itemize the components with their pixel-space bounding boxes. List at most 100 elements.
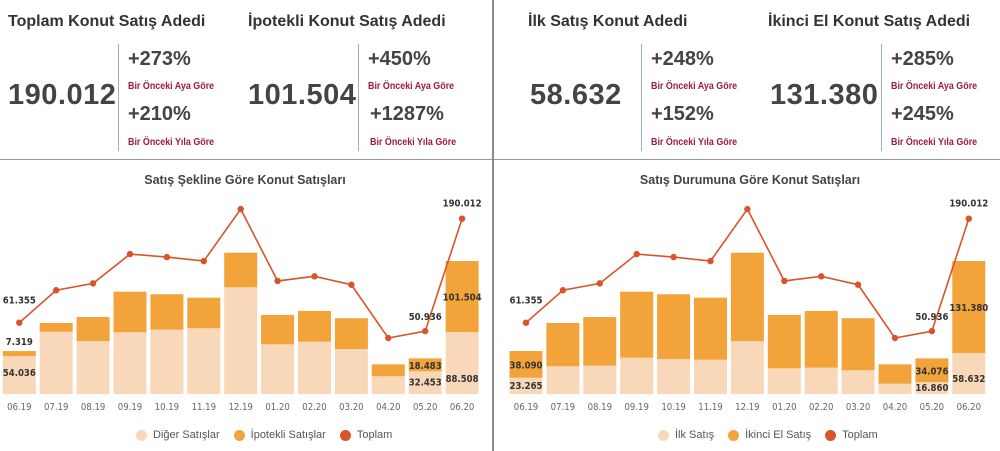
- bar-other-sales: [371, 376, 405, 394]
- data-label-bottom: 16.860: [915, 383, 948, 394]
- bar-mortgage-sales: [187, 297, 221, 329]
- kpi-mom-label: Bir Önceki Aya Göre: [891, 80, 978, 92]
- x-tick-label: 04.20: [376, 402, 400, 413]
- kpi-value: 101.504: [248, 79, 357, 111]
- x-tick-label: 02.20: [809, 402, 833, 413]
- kpi-separator: [358, 44, 359, 151]
- bar-mortgage-sales: [39, 322, 73, 332]
- kpi-mom-change: +248%: [651, 48, 714, 70]
- data-label-top: 18.483: [409, 361, 442, 372]
- kpi-title: İkinci El Konut Satış Adedi: [768, 13, 971, 30]
- legend-label[interactable]: Diğer Satışlar: [153, 429, 220, 441]
- legend-label[interactable]: Toplam: [842, 429, 878, 441]
- x-tick-label: 10.19: [661, 402, 685, 413]
- x-tick-label: 08.19: [588, 402, 612, 413]
- kpi-mom-label: Bir Önceki Aya Göre: [651, 80, 738, 92]
- bar-second-hand-sale: [657, 294, 691, 360]
- total-point: [559, 287, 567, 294]
- bar-mortgage-sales: [445, 261, 479, 333]
- total-point: [274, 277, 281, 285]
- x-tick-label: 07.19: [551, 402, 575, 413]
- legend-label[interactable]: İkinci El Satış: [745, 429, 812, 441]
- total-data-label: 50.936: [915, 312, 948, 323]
- bar-mortgage-sales: [261, 314, 295, 345]
- bar-other-sales: [187, 328, 221, 394]
- kpi-separator: [881, 44, 882, 151]
- kpi-yoy-label: Bir Önceki Yıla Göre: [651, 136, 738, 148]
- x-tick-label: 09.19: [624, 402, 648, 413]
- data-label-bottom: 54.036: [3, 368, 36, 379]
- x-tick-label: 07.19: [44, 402, 68, 413]
- legend-label[interactable]: Toplam: [356, 429, 393, 441]
- bar-first-sale: [878, 383, 912, 394]
- total-point: [348, 281, 355, 288]
- chart-title-sale-status: Satış Durumuna Göre Konut Satışları: [639, 173, 861, 187]
- total-point: [707, 257, 714, 265]
- x-tick-label: 11.19: [698, 402, 722, 413]
- kpi-title: İpotekli Konut Satış Adedi: [248, 13, 446, 30]
- data-label-top: 101.504: [443, 293, 482, 304]
- bar-mortgage-sales: [334, 318, 368, 350]
- total-point: [458, 215, 466, 222]
- kpi-separator: [641, 44, 642, 151]
- kpi-mom-label: Bir Önceki Aya Göre: [128, 80, 215, 92]
- x-tick-label: 12.19: [735, 402, 759, 413]
- total-point: [163, 253, 171, 261]
- total-point: [422, 327, 429, 335]
- x-tick-label: 01.20: [772, 402, 796, 413]
- legend-label[interactable]: İlk Satış: [675, 429, 715, 441]
- bar-second-hand-sale: [767, 314, 801, 369]
- bar-other-sales: [113, 332, 147, 394]
- kpi-value: 58.632: [530, 79, 622, 111]
- legend-label[interactable]: İpotekli Satışlar: [250, 429, 326, 441]
- bar-other-sales: [150, 329, 184, 394]
- kpi-mom-change: +285%: [891, 48, 954, 70]
- total-point: [965, 215, 972, 222]
- total-point: [670, 253, 677, 261]
- bar-mortgage-sales: [298, 310, 331, 342]
- total-data-label: 50.936: [409, 312, 442, 323]
- legend-swatch-second-hand: [728, 429, 740, 441]
- bar-other-sales: [224, 287, 258, 394]
- bar-other-sales: [445, 332, 479, 394]
- chart-title-sale-type: Satış Şekline Göre Konut Satışları: [144, 173, 346, 187]
- bar-second-hand-sale: [841, 318, 875, 371]
- total-point: [781, 277, 788, 285]
- kpi-yoy-label: Bir Önceki Yıla Göre: [128, 136, 215, 148]
- data-label-bottom: 58.632: [952, 374, 985, 385]
- kpi-value: 131.380: [770, 79, 879, 111]
- total-point: [928, 327, 936, 335]
- bar-mortgage-sales: [224, 252, 258, 288]
- bar-first-sale: [804, 367, 838, 394]
- bar-other-sales: [39, 331, 73, 394]
- bar-first-sale: [915, 382, 949, 394]
- x-tick-label: 06.20: [957, 402, 981, 413]
- x-tick-label: 02.20: [302, 402, 326, 413]
- kpi-yoy-change: +1287%: [370, 103, 444, 125]
- bar-second-hand-sale: [694, 297, 727, 360]
- data-label-bottom: 88.508: [446, 374, 479, 385]
- bar-second-hand-sale: [804, 310, 838, 368]
- total-point: [311, 273, 318, 280]
- kpi-mom-change: +450%: [368, 48, 431, 70]
- x-tick-label: 04.20: [883, 402, 907, 413]
- kpi-title: Toplam Konut Satış Adedi: [8, 13, 206, 30]
- bar-first-sale: [583, 365, 617, 394]
- kpi-value: 190.012: [8, 79, 117, 111]
- bar-second-hand-sale: [620, 291, 654, 358]
- kpi-yoy-change: +245%: [891, 103, 954, 125]
- bar-first-sale: [767, 368, 801, 394]
- x-tick-label: 06.19: [7, 402, 31, 413]
- bar-other-sales: [334, 349, 368, 394]
- bar-mortgage-sales: [371, 364, 405, 377]
- legend-swatch-total: [339, 429, 351, 441]
- kpi-separator: [118, 44, 119, 151]
- total-point: [53, 287, 60, 294]
- x-tick-label: 11.19: [192, 402, 216, 413]
- bar-other-sales: [298, 341, 331, 394]
- data-label-bottom: 32.453: [409, 378, 442, 389]
- total-point: [818, 273, 825, 280]
- bar-other-sales: [76, 341, 110, 394]
- bar-mortgage-sales: [76, 317, 110, 342]
